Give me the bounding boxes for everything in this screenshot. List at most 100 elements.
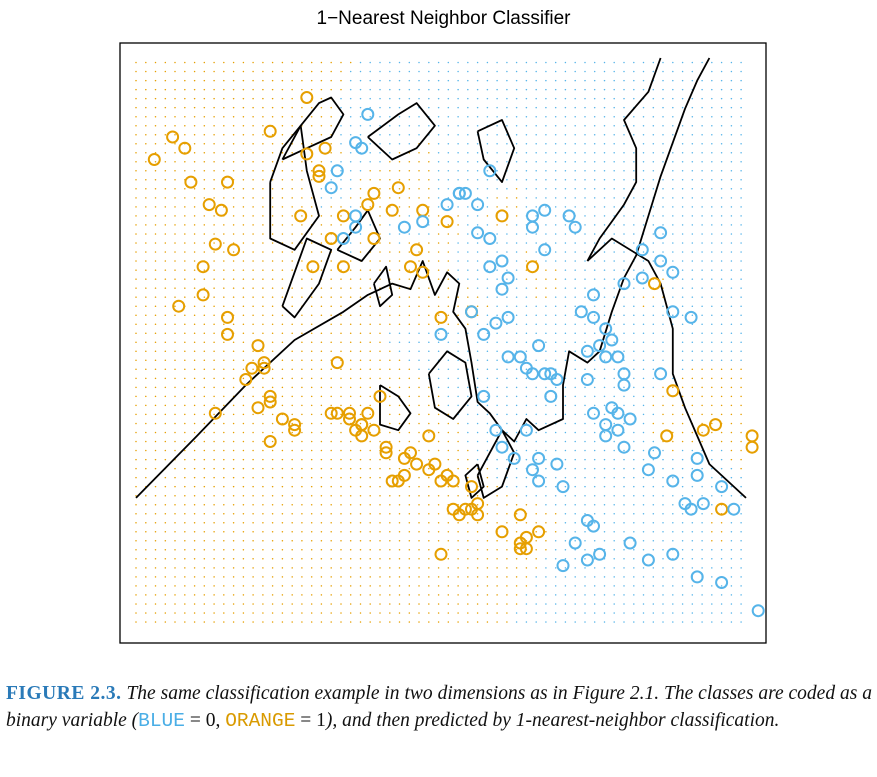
grid-dot-blue	[574, 558, 576, 560]
grid-dot-orange	[681, 413, 684, 416]
grid-dot-blue	[711, 260, 713, 262]
grid-dot-blue	[457, 61, 459, 64]
grid-dot-orange	[135, 206, 137, 208]
grid-dot-orange	[135, 61, 137, 64]
grid-dot-orange	[291, 170, 293, 172]
grid-dot-blue	[408, 88, 411, 91]
grid-dot-blue	[681, 224, 684, 226]
grid-dot-orange	[154, 368, 157, 371]
grid-dot-blue	[545, 124, 547, 127]
grid-dot-blue	[467, 133, 469, 136]
grid-dot-orange	[193, 467, 196, 470]
grid-dot-orange	[193, 422, 196, 425]
grid-dot-orange	[320, 585, 323, 587]
grid-dot-blue	[593, 278, 596, 280]
grid-dot-blue	[584, 594, 586, 596]
grid-dot-orange	[320, 467, 323, 470]
grid-dot-orange	[330, 224, 332, 226]
grid-dot-blue	[554, 170, 557, 172]
grid-dot-orange	[213, 251, 215, 253]
grid-dot-blue	[593, 359, 596, 362]
grid-dot-orange	[232, 341, 235, 344]
grid-dot-blue	[652, 206, 655, 208]
grid-dot-orange	[184, 404, 186, 407]
grid-dot-orange	[164, 224, 167, 226]
grid-dot-orange	[340, 314, 342, 316]
grid-dot-orange	[301, 242, 303, 244]
grid-dot-blue	[564, 585, 567, 587]
grid-dot-orange	[447, 576, 450, 578]
grid-dot-orange	[145, 269, 147, 271]
grid-dot-orange	[174, 206, 176, 208]
grid-dot-blue	[652, 341, 655, 344]
grid-dot-orange	[398, 323, 401, 325]
grid-dot-orange	[320, 567, 323, 569]
grid-dot-blue	[545, 305, 547, 307]
grid-dot-orange	[418, 161, 420, 163]
grid-dot-orange	[174, 603, 176, 605]
grid-dot-blue	[642, 224, 645, 226]
grid-dot-orange	[301, 467, 303, 470]
grid-dot-orange	[271, 152, 274, 154]
grid-dot-blue	[662, 549, 664, 551]
grid-dot-orange	[184, 278, 186, 280]
plot-area	[119, 42, 767, 644]
grid-dot-orange	[408, 206, 411, 208]
point-blue	[690, 468, 704, 482]
grid-dot-orange	[154, 305, 157, 307]
grid-dot-orange	[330, 576, 332, 578]
grid-dot-blue	[525, 296, 528, 298]
grid-dot-orange	[252, 115, 254, 118]
grid-dot-blue	[613, 594, 615, 596]
grid-dot-orange	[242, 170, 245, 172]
grid-dot-orange	[310, 531, 313, 533]
grid-dot-orange	[467, 531, 469, 533]
grid-dot-orange	[232, 215, 235, 217]
grid-dot-orange	[154, 124, 157, 127]
grid-dot-blue	[633, 567, 635, 569]
grid-dot-orange	[223, 603, 225, 605]
grid-dot-orange	[174, 88, 176, 91]
grid-dot-orange	[252, 603, 254, 605]
grid-dot-blue	[574, 188, 576, 190]
grid-dot-blue	[496, 296, 498, 298]
grid-dot-blue	[467, 404, 469, 407]
grid-dot-orange	[193, 431, 196, 434]
grid-dot-orange	[457, 449, 459, 452]
grid-dot-orange	[213, 422, 215, 425]
grid-dot-blue	[428, 332, 430, 334]
grid-dot-orange	[242, 278, 245, 280]
grid-dot-orange	[174, 449, 176, 452]
grid-dot-orange	[135, 170, 137, 172]
grid-dot-blue	[574, 161, 576, 163]
grid-dot-blue	[730, 305, 733, 307]
grid-dot-orange	[223, 368, 225, 371]
point-blue	[397, 220, 411, 234]
grid-dot-blue	[652, 413, 655, 416]
grid-dot-blue	[515, 133, 518, 136]
grid-dot-blue	[476, 152, 479, 154]
grid-dot-orange	[145, 576, 147, 578]
grid-dot-orange	[213, 413, 215, 416]
grid-dot-orange	[330, 540, 332, 542]
grid-dot-orange	[174, 142, 176, 145]
grid-dot-orange	[193, 449, 196, 452]
grid-dot-orange	[428, 467, 430, 470]
grid-dot-blue	[652, 476, 655, 479]
grid-dot-orange	[271, 314, 274, 316]
grid-dot-blue	[467, 206, 469, 208]
grid-dot-blue	[740, 251, 742, 253]
point-orange	[495, 525, 509, 539]
grid-dot-blue	[574, 269, 576, 271]
grid-dot-orange	[310, 215, 313, 217]
grid-dot-orange	[457, 612, 459, 614]
grid-dot-orange	[213, 377, 215, 380]
grid-dot-orange	[291, 106, 293, 109]
grid-dot-blue	[379, 97, 381, 100]
grid-dot-blue	[476, 278, 479, 280]
grid-dot-blue	[662, 61, 664, 64]
grid-dot-blue	[535, 133, 537, 136]
grid-dot-blue	[408, 233, 411, 235]
grid-dot-orange	[691, 377, 694, 380]
grid-dot-blue	[740, 106, 742, 109]
